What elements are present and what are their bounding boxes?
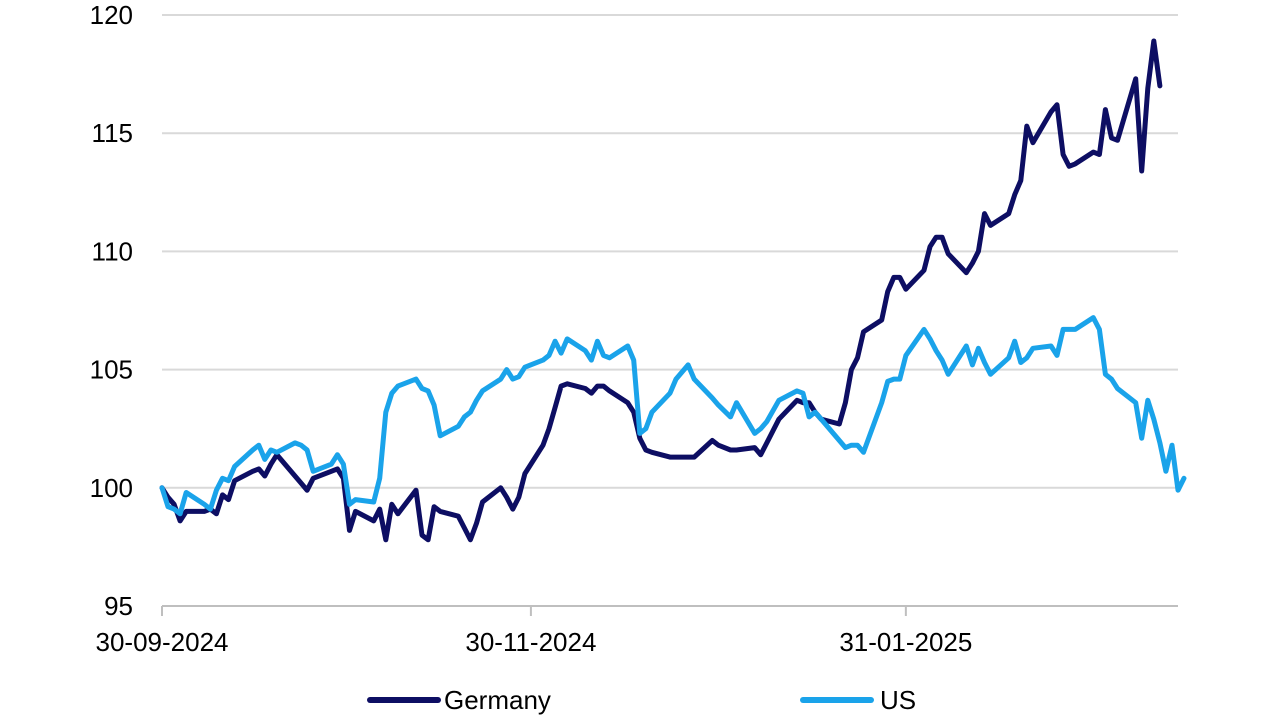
series-line-germany — [159, 38, 1163, 543]
y-tick-label: 110 — [92, 236, 133, 266]
x-tick-label: 30-11-2024 — [465, 627, 596, 657]
y-tick-label: 105 — [90, 355, 133, 385]
series-line-us — [159, 315, 1187, 517]
y-tick-label: 120 — [90, 0, 133, 30]
y-tick-label: 115 — [92, 118, 133, 148]
legend: Germany US — [367, 685, 916, 715]
x-tick-label: 30-09-2024 — [96, 627, 229, 657]
x-axis: 30-09-2024 30-11-2024 31-01-2025 — [96, 605, 1178, 657]
y-axis-tick-labels: 95 100 105 110 115 120 — [90, 0, 133, 621]
x-tick-label: 31-01-2025 — [839, 627, 972, 657]
y-tick-label: 95 — [104, 591, 133, 621]
series-lines — [159, 38, 1187, 543]
legend-label-us: US — [880, 685, 916, 715]
y-tick-label: 100 — [90, 473, 133, 503]
legend-label-germany: Germany — [444, 685, 551, 715]
gridlines — [162, 14, 1178, 489]
